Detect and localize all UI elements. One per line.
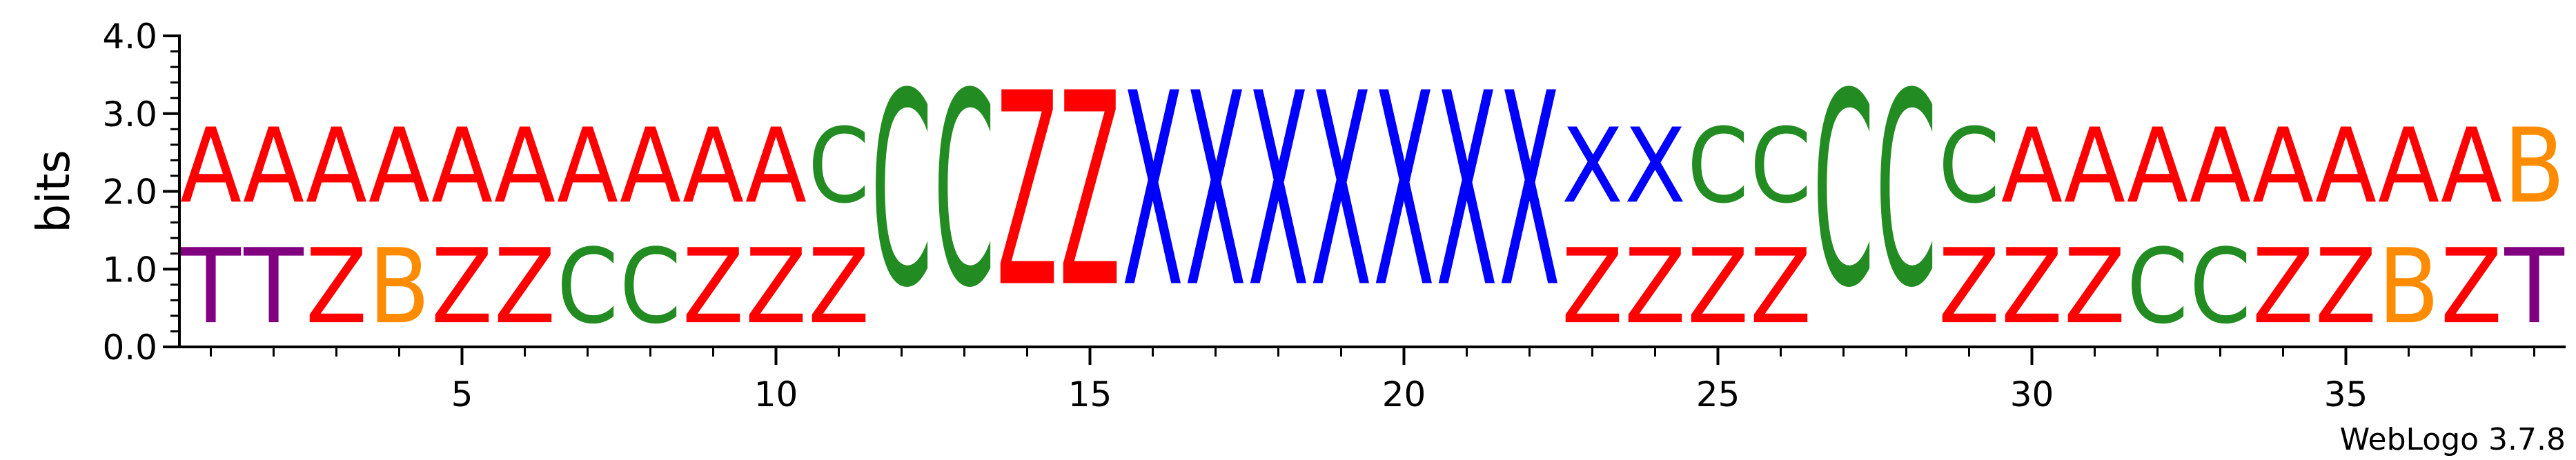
logo-letter-x-pos-17-bottom: X (1185, 37, 1246, 346)
logo-letter-z-pos-24-bottom: Z (1624, 228, 1686, 348)
logo-letter-c-pos-11-top: C (808, 106, 869, 226)
logo-letter-b-pos-38-top: B (2504, 107, 2565, 227)
logo-letter-a-pos-35-top: A (2315, 107, 2377, 227)
logo-letter-x-pos-20-bottom: X (1373, 37, 1435, 346)
logo-letter-a-pos-31-top: A (2064, 107, 2125, 227)
logo-letter-b-pos-4-bottom: B (368, 228, 430, 348)
logo-letter-z-pos-14-bottom: Z (996, 37, 1058, 346)
logo-letter-b-pos-36-bottom: B (2378, 228, 2439, 348)
logo-letter-a-pos-5-top: A (431, 107, 493, 227)
logo-letter-a-pos-34-top: A (2252, 107, 2314, 227)
logo-letter-a-pos-7-top: A (557, 107, 618, 227)
logo-letter-c-pos-8-bottom: C (620, 226, 681, 346)
logo-letter-x-pos-19-bottom: X (1310, 37, 1372, 346)
x-tick-label: 15 (1068, 374, 1112, 414)
logo-letter-t-pos-1-bottom: T (180, 228, 242, 347)
logo-letter-a-pos-30-top: A (2001, 107, 2063, 227)
logo-letter-c-pos-13-bottom: C (934, 36, 995, 346)
logo-letter-c-pos-28-bottom: C (1876, 36, 1937, 346)
y-tick-label: 4.0 (102, 17, 157, 57)
logo-letter-z-pos-11-bottom: Z (808, 228, 869, 348)
logo-letter-z-pos-3-bottom: Z (306, 228, 367, 348)
y-tick-label: 0.0 (102, 328, 157, 368)
logo-letter-a-pos-4-top: A (368, 107, 430, 227)
x-tick-label: 30 (2010, 374, 2054, 414)
logo-letter-x-pos-22-bottom: X (1499, 37, 1560, 346)
logo-letter-z-pos-5-bottom: Z (431, 228, 493, 348)
logo-letter-z-pos-34-bottom: Z (2252, 228, 2314, 348)
logo-letter-a-pos-33-top: A (2190, 107, 2251, 227)
logo-letter-c-pos-32-bottom: C (2127, 226, 2188, 346)
logo-letter-x-pos-24-top: X (1624, 107, 1686, 227)
axis-layer: 0.0 1.0 2.0 3.0 4.0 5 10 15 20 25 30 35 (102, 17, 2566, 414)
logo-letter-a-pos-37-top: A (2441, 107, 2502, 227)
logo-letter-z-pos-10-bottom: Z (745, 228, 807, 348)
logo-letter-a-pos-9-top: A (682, 107, 744, 227)
y-tick-label: 2.0 (102, 172, 157, 212)
logo-letter-x-pos-21-bottom: X (1436, 37, 1497, 346)
logo-letter-z-pos-35-bottom: Z (2315, 228, 2377, 348)
y-axis-title: bits (27, 150, 80, 233)
logo-letter-z-pos-29-bottom: Z (1938, 228, 2000, 348)
logo-letter-x-pos-23-top: X (1562, 107, 1623, 227)
logo-letter-a-pos-1-top: A (180, 107, 242, 227)
logo-letter-z-pos-9-bottom: Z (682, 228, 744, 348)
logo-letter-a-pos-8-top: A (620, 107, 681, 227)
logo-letter-a-pos-6-top: A (494, 107, 555, 227)
logo-letter-a-pos-2-top: A (243, 107, 304, 227)
logo-letter-z-pos-30-bottom: Z (2001, 228, 2063, 348)
weblogo-version-label: WebLogo 3.7.8 (2340, 422, 2566, 457)
x-tick-label: 25 (1696, 374, 1740, 414)
logo-letter-t-pos-2-bottom: T (243, 228, 304, 347)
y-tick-label: 3.0 (102, 94, 157, 134)
logo-letter-c-pos-27-bottom: C (1813, 36, 1874, 346)
logo-letter-a-pos-3-top: A (306, 107, 367, 227)
logo-letter-c-pos-29-top: C (1938, 106, 2000, 226)
logo-letter-c-pos-33-bottom: C (2190, 226, 2251, 346)
logo-letter-t-pos-38-bottom: T (2504, 228, 2565, 347)
logo-letter-z-pos-31-bottom: Z (2064, 228, 2125, 348)
logo-letter-c-pos-7-bottom: C (557, 226, 618, 346)
logo-letter-z-pos-6-bottom: Z (494, 228, 555, 348)
logo-letter-z-pos-25-bottom: Z (1687, 228, 1749, 348)
y-tick-label: 1.0 (102, 250, 157, 290)
x-tick-label: 10 (754, 374, 798, 414)
logo-letter-a-pos-10-top: A (745, 107, 807, 227)
x-tick-label: 20 (1382, 374, 1426, 414)
logo-letter-x-pos-16-bottom: X (1122, 37, 1183, 346)
x-tick-label: 5 (451, 374, 473, 414)
logo-letter-z-pos-15-bottom: Z (1059, 37, 1121, 346)
logo-letter-c-pos-25-top: C (1687, 106, 1749, 226)
logo-letter-a-pos-32-top: A (2127, 107, 2188, 227)
logo-letter-z-pos-23-bottom: Z (1562, 228, 1623, 348)
logo-letter-z-pos-26-bottom: Z (1750, 228, 1811, 348)
x-tick-label: 35 (2324, 374, 2368, 414)
logo-letter-c-pos-26-top: C (1750, 106, 1811, 226)
logo-letter-a-pos-36-top: A (2378, 107, 2439, 227)
logo-letter-c-pos-12-bottom: C (871, 36, 932, 346)
logo-letter-x-pos-18-bottom: X (1248, 37, 1309, 346)
logo-letter-z-pos-37-bottom: Z (2441, 228, 2502, 348)
